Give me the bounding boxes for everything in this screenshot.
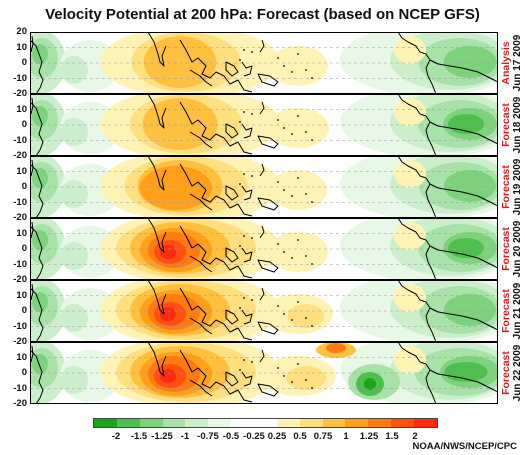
map-panel <box>30 94 498 156</box>
velocity-potential-map <box>30 218 498 280</box>
map-panel <box>30 280 498 342</box>
colorbar-swatch <box>254 419 277 427</box>
colorbar-tick-label: 1.5 <box>385 431 399 442</box>
colorbar-tick-label: 1 <box>343 431 349 442</box>
panel-date-label: Forecast Jun 19 2009 <box>499 156 525 218</box>
panel-date: Jun 21 2009 <box>512 282 523 340</box>
colorbar-swatch <box>345 419 369 427</box>
panel-kind: Forecast <box>500 103 512 147</box>
map-title: Velocity Potential at 200 hPa: Forecast … <box>45 6 480 23</box>
y-tick-label: 10 <box>16 289 27 301</box>
colorbar-swatch <box>391 419 415 427</box>
y-tick-label: 0 <box>21 181 27 192</box>
y-tick-label: -10 <box>13 196 27 208</box>
colorbar-tick-label: -1.25 <box>151 431 173 442</box>
y-tick-label: 20 <box>16 26 27 37</box>
colorbar-swatch <box>414 419 437 427</box>
map-panel <box>30 218 498 280</box>
colorbar <box>93 418 438 428</box>
y-tick-label: -10 <box>13 382 27 394</box>
panel-date: Jun 17 2009 <box>512 34 523 92</box>
panel-date-label: Forecast Jun 18 2009 <box>499 94 525 156</box>
colorbar-tick-label: 0.25 <box>267 431 287 442</box>
colorbar-swatch <box>139 419 163 427</box>
colorbar-tick-label: -0.75 <box>197 431 219 442</box>
velocity-potential-map <box>30 32 498 94</box>
panel-date-label: Analysis Jun 17 2009 <box>499 32 525 94</box>
colorbar-tick-label: 0.75 <box>313 431 333 442</box>
y-tick-label: -20 <box>13 336 27 347</box>
panel-kind: Forecast <box>500 165 512 209</box>
panel-date-label: Forecast Jun 22 2009 <box>499 342 525 404</box>
colorbar-swatch <box>162 419 186 427</box>
y-tick-label: -20 <box>13 150 27 161</box>
y-tick-label: 10 <box>16 103 27 115</box>
map-panel <box>30 156 498 218</box>
panel-date: Jun 22 2009 <box>512 344 523 402</box>
colorbar-tick-label: 1.25 <box>359 431 379 442</box>
colorbar-swatch <box>94 419 117 427</box>
y-tick-label: 10 <box>16 227 27 239</box>
colorbar-tick-label: 2 <box>412 431 418 442</box>
y-tick-label: 10 <box>16 165 27 177</box>
colorbar-tick-label: -1.5 <box>130 431 148 442</box>
y-tick-label: -20 <box>13 212 27 223</box>
map-panel <box>30 342 498 404</box>
y-tick-label: 0 <box>21 57 27 68</box>
panel-kind: Forecast <box>500 351 512 395</box>
panel-date-label: Forecast Jun 20 2009 <box>499 218 525 280</box>
colorbar-swatch <box>322 419 346 427</box>
y-tick-label: -20 <box>13 398 27 409</box>
credit-label: NOAA/NWS/NCEP/CPC <box>412 441 517 452</box>
colorbar-swatch <box>231 419 255 427</box>
y-tick-label: -10 <box>13 258 27 270</box>
panel-kind: Analysis <box>500 41 512 85</box>
panel-kind: Forecast <box>500 227 512 271</box>
colorbar-swatch <box>368 419 392 427</box>
velocity-potential-map <box>30 342 498 404</box>
y-tick-label: -20 <box>13 88 27 99</box>
colorbar-tick-label: -0.25 <box>243 431 265 442</box>
y-tick-label: 0 <box>21 367 27 378</box>
y-tick-label: 0 <box>21 119 27 130</box>
y-tick-label: 0 <box>21 243 27 254</box>
y-tick-label: -10 <box>13 134 27 146</box>
colorbar-swatch <box>208 419 232 427</box>
colorbar-swatch <box>116 419 140 427</box>
panel-date: Jun 19 2009 <box>512 158 523 216</box>
panel-date: Jun 18 2009 <box>512 96 523 154</box>
y-tick-label: 10 <box>16 351 27 363</box>
y-tick-label: 10 <box>16 41 27 53</box>
colorbar-swatch <box>276 419 300 427</box>
panel-kind: Forecast <box>500 289 512 333</box>
panel-date-label: Forecast Jun 21 2009 <box>499 280 525 342</box>
colorbar-tick-label: -2 <box>111 431 121 442</box>
colorbar-swatch <box>185 419 209 427</box>
velocity-potential-map <box>30 156 498 218</box>
velocity-potential-map <box>30 94 498 156</box>
colorbar-tick-label: -0.5 <box>222 431 240 442</box>
y-tick-label: -20 <box>13 274 27 285</box>
colorbar-tick-label: 0.5 <box>293 431 307 442</box>
colorbar-swatch <box>299 419 323 427</box>
y-tick-label: -10 <box>13 320 27 332</box>
velocity-potential-map <box>30 280 498 342</box>
y-tick-label: 0 <box>21 305 27 316</box>
y-tick-label: -10 <box>13 72 27 84</box>
colorbar-tick-label: -1 <box>180 431 190 442</box>
map-panel <box>30 32 498 94</box>
panel-date: Jun 20 2009 <box>512 220 523 278</box>
